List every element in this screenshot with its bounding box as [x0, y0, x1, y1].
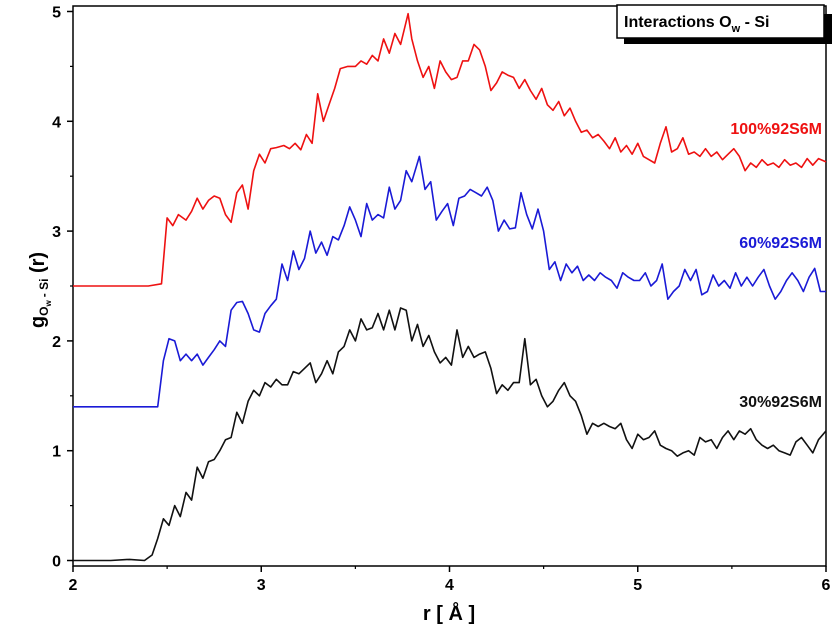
x-axis-title: r [ Å ]: [423, 601, 475, 625]
x-tick-label-0: 2: [69, 577, 78, 594]
legend-box: [616, 4, 825, 39]
y-tick-label-4: 4: [52, 114, 61, 131]
y-tick-label-5: 5: [52, 4, 61, 21]
series-label-100: 100%92S6M: [730, 121, 822, 138]
x-tick-label-1: 3: [257, 577, 266, 594]
y-tick-label-0: 0: [52, 554, 61, 571]
series-layer: [73, 12, 827, 562]
legend: Interactions Ow - Si: [616, 4, 832, 44]
legend-title: Interactions Ow - Si: [624, 14, 769, 35]
y-axis-title-tail: (r): [27, 252, 49, 279]
x-tick-label-3: 5: [633, 577, 642, 594]
plot-frame: [72, 5, 827, 567]
y-tick-label-3: 3: [52, 224, 61, 241]
y-axis-title-subtail: - Si: [37, 279, 51, 298]
legend-title-main: Interactions O: [624, 14, 732, 31]
y-axis-title-sub: O: [37, 307, 51, 316]
tick-layer: 2 3 4 5 6 0 1 2 3 4 5: [52, 4, 830, 594]
y-axis-title-main: g: [27, 316, 49, 328]
series-label-30: 30%92S6M: [739, 394, 822, 411]
series-line-0: [73, 12, 827, 287]
y-tick-label-1: 1: [52, 444, 61, 461]
series-line-1: [73, 155, 826, 408]
x-tick-label-2: 4: [445, 577, 454, 594]
legend-title-tail: - Si: [740, 14, 769, 31]
y-axis-title: gOw - Si (r): [27, 252, 53, 328]
y-axis-title-subsub: w: [44, 300, 53, 308]
y-tick-label-2: 2: [52, 334, 61, 351]
legend-title-sub: w: [731, 23, 741, 35]
x-tick-label-4: 6: [822, 577, 831, 594]
series-line-2: [73, 307, 827, 562]
series-label-60: 60%92S6M: [739, 235, 822, 252]
